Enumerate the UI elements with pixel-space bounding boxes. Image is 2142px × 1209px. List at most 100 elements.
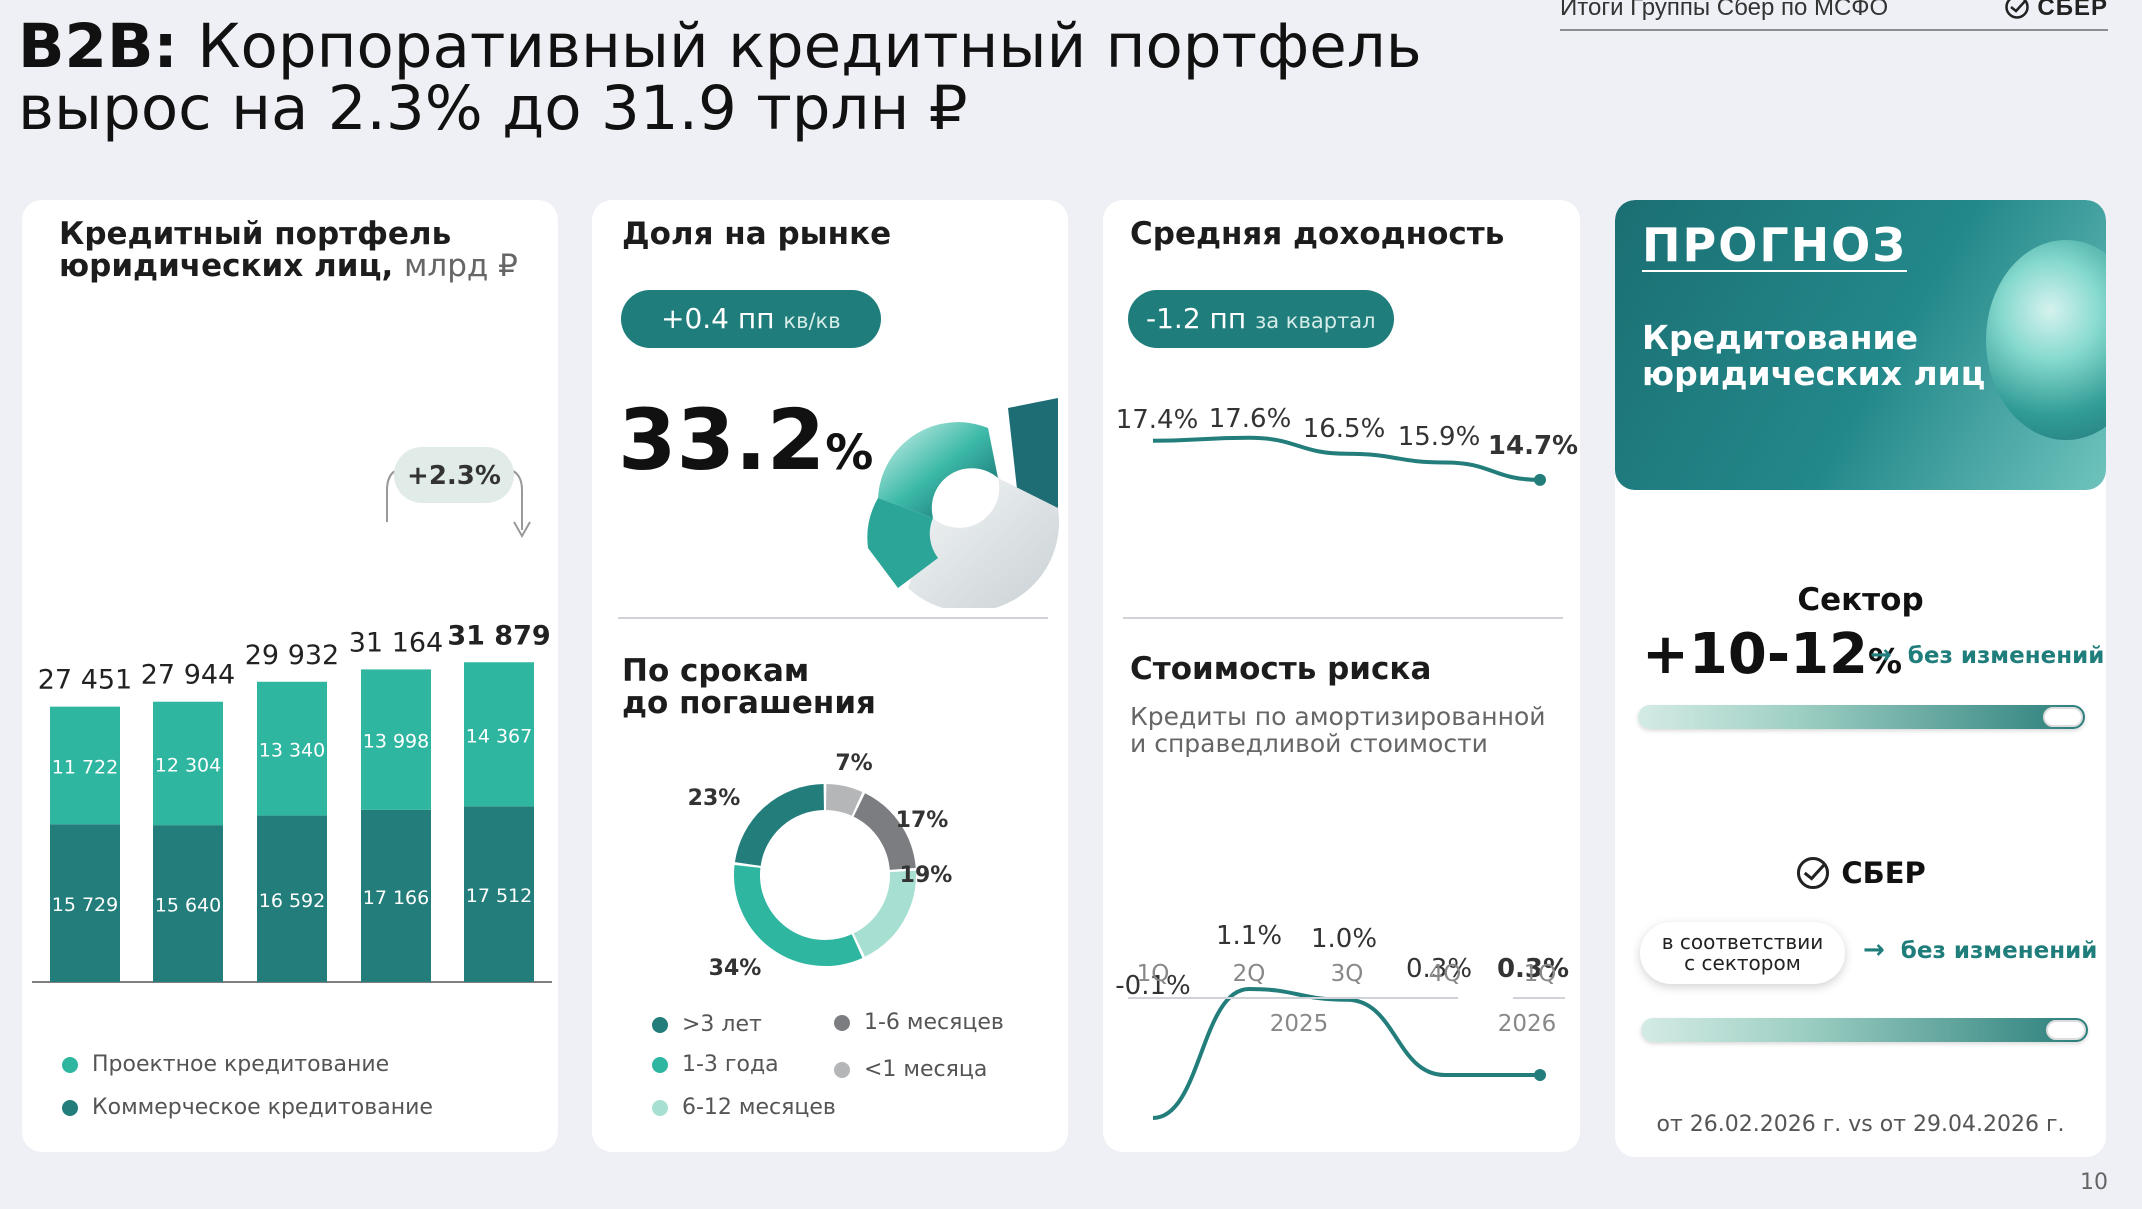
market-share-unit: %	[825, 425, 874, 481]
legend-project-label: Проектное кредитование	[92, 1052, 390, 1077]
bar-project-label: 12 304	[155, 754, 221, 776]
bar-project	[257, 681, 327, 816]
portfolio-title-line1: Кредитный портфель	[59, 216, 452, 252]
maturity-legend-2-label: 1-3 года	[682, 1052, 779, 1077]
donut-slice-label: 19%	[900, 863, 953, 888]
glass-bubble-illustration	[1986, 240, 2106, 440]
yield-card: Средняя доходность -1.2 пп за квартал 17…	[1103, 200, 1580, 1152]
report-header: Итоги Группы Сбер по МСФО СБЕР	[1560, 0, 2108, 31]
donut-slice-label: 7%	[835, 751, 872, 776]
bar-commercial	[153, 825, 223, 982]
line-data-label: 0.3%	[1497, 954, 1569, 984]
arrow-right-icon: →	[1870, 640, 1892, 670]
bar-commercial-label: 15 729	[52, 894, 118, 916]
bar-commercial	[361, 809, 431, 982]
bar-project-label: 13 340	[259, 740, 325, 762]
glass-ring-illustration	[867, 398, 1060, 608]
market-share-title: Доля на рынке	[622, 216, 892, 252]
maturity-legend-2-dot	[652, 1057, 668, 1073]
legend-project: Проектное кредитование	[62, 1052, 389, 1077]
donut-slice	[825, 784, 863, 816]
bar-project-label: 13 998	[363, 731, 429, 753]
legend-project-dot	[62, 1057, 78, 1073]
line-quarter-label: 1Q	[1524, 961, 1557, 987]
maturity-legend-0: >3 лет	[652, 1012, 762, 1037]
sber-check-icon	[1797, 856, 1830, 890]
bar-project	[464, 662, 534, 807]
page-title-line1: Корпоративный кредитный портфель	[197, 11, 1422, 82]
forecast-banner: ПРОГНОЗ Кредитование юридических лиц	[1615, 200, 2106, 490]
portfolio-title-line2: юридических лиц,	[59, 248, 394, 284]
bar-commercial	[50, 824, 120, 982]
maturity-legend-4: 6-12 месяцев	[652, 1095, 836, 1120]
bar-commercial	[257, 815, 327, 982]
maturity-legend-2: 1-3 года	[652, 1052, 779, 1077]
portfolio-title: Кредитный портфель юридических лиц, млрд…	[59, 218, 518, 282]
bar-project	[153, 701, 223, 826]
forecast-card: ПРОГНОЗ Кредитование юридических лиц Сек…	[1615, 200, 2106, 1157]
sector-change: → без изменений	[1870, 640, 2104, 670]
donut-slice	[734, 784, 825, 867]
maturity-donut-chart: 7% 17% 19% 34% 23%	[688, 751, 953, 981]
bar-project	[50, 706, 120, 825]
yield-divider	[1123, 617, 1563, 619]
bar-commercial-label: 17 512	[466, 885, 532, 907]
line-quarter-label: 3Q	[1331, 961, 1364, 987]
yield-pill: -1.2 пп за квартал	[1128, 290, 1394, 348]
page-title: B2B: Корпоративный кредитный портфель вы…	[18, 16, 1518, 140]
forecast-dates: от 26.02.2026 г. vs от 29.04.2026 г.	[1656, 1112, 2065, 1137]
maturity-legend-1-label: 1-6 месяцев	[864, 1010, 1004, 1035]
market-share-card: Доля на рынке +0.4 пп кв/кв 33.2% По сро…	[592, 200, 1068, 1152]
bar-commercial-label: 17 166	[363, 887, 429, 909]
donut-slice-label: 34%	[709, 956, 762, 981]
line-data-label: -0.1%	[1115, 971, 1190, 1001]
maturity-legend-0-dot	[652, 1017, 668, 1033]
line-quarter-label: 2Q	[1233, 961, 1266, 987]
sber-badge-line2: с сектором	[1684, 951, 1801, 975]
sber-change: → без изменений	[1863, 935, 2097, 965]
maturity-legend-3-label: <1 месяца	[864, 1057, 988, 1082]
bar-total-label: 31 879	[447, 620, 550, 651]
line-data-label: 16.5%	[1303, 414, 1386, 444]
bar-project-label: 14 367	[466, 725, 532, 747]
yield-title: Средняя доходность	[1130, 216, 1505, 252]
risk-subtitle: Кредиты по амортизированной и справедлив…	[1130, 703, 1546, 757]
maturity-legend-0-label: >3 лет	[682, 1012, 762, 1037]
bar-commercial-label: 16 592	[259, 890, 325, 912]
line-series	[1152, 435, 1541, 482]
sber-slider-knob	[2046, 1020, 2086, 1040]
risk-subtitle-line1: Кредиты по амортизированной	[1130, 702, 1546, 731]
market-share-divider	[618, 617, 1048, 619]
line-data-label: 1.1%	[1216, 921, 1282, 951]
arrow-down-icon	[513, 521, 531, 539]
growth-badge	[394, 447, 514, 503]
line-quarter-label: 1Q	[1137, 961, 1170, 987]
sber-logo-text: СБЕР	[2037, 0, 2108, 21]
bar-total-label: 29 932	[245, 640, 339, 671]
market-share-pill: +0.4 пп кв/кв	[621, 290, 881, 348]
line-series	[1152, 986, 1540, 1120]
sber-label: СБЕР	[1615, 855, 2106, 891]
sector-change-label: без изменений	[1907, 643, 2105, 669]
line-end-point	[1534, 473, 1546, 486]
sector-value: +10-12%	[1642, 620, 1902, 697]
maturity-title-line2: до погашения	[622, 685, 876, 721]
maturity-legend-3: <1 месяца	[834, 1057, 987, 1082]
maturity-legend-1: 1-6 месяцев	[834, 1010, 1004, 1035]
market-share-pill-value: +0.4 пп	[661, 302, 775, 335]
bar-total-label: 31 164	[349, 627, 443, 658]
risk-title: Стоимость риска	[1130, 651, 1432, 687]
yield-pill-unit: за квартал	[1255, 309, 1376, 333]
bar-commercial	[464, 806, 534, 982]
sber-check-icon	[2004, 0, 2029, 19]
line-data-label: 17.6%	[1209, 404, 1292, 434]
market-share-value: 33.2%	[618, 395, 873, 498]
market-share-pill-unit: кв/кв	[783, 309, 841, 333]
maturity-legend-1-dot	[834, 1015, 850, 1031]
maturity-legend-3-dot	[834, 1062, 850, 1078]
line-data-label: 15.9%	[1398, 422, 1481, 452]
sector-slider	[1638, 705, 2085, 729]
donut-slice-label: 23%	[688, 786, 741, 811]
